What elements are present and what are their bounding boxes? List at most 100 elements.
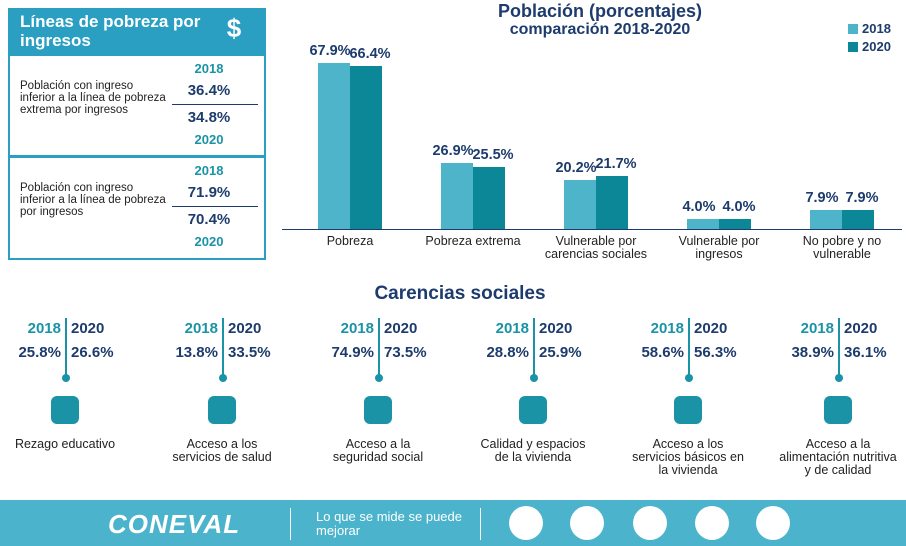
data-label: 67.9% (309, 42, 351, 59)
year: 2020 (71, 320, 105, 337)
year: 2018 (340, 320, 374, 337)
connector (65, 318, 67, 376)
connector (688, 318, 690, 376)
data-label: 21.7% (595, 155, 637, 172)
year: 2020 (194, 234, 224, 249)
bar (564, 179, 596, 229)
value: 33.5% (228, 344, 271, 361)
connector-dot (530, 374, 538, 382)
year: 2018 (184, 320, 218, 337)
slogan: Lo que se mide se puede mejorar (316, 509, 462, 538)
data-label: 4.0% (722, 199, 756, 216)
connector-dot (62, 374, 70, 382)
data-label: 20.2% (555, 159, 597, 176)
legend-swatch (848, 42, 858, 52)
year: 2020 (384, 320, 418, 337)
legend-label: 2020 (862, 39, 891, 54)
divider (172, 206, 258, 207)
social-icon[interactable] (509, 506, 543, 540)
block-label: Población con ingreso inferior a la líne… (20, 182, 166, 218)
bar (810, 209, 842, 229)
data-label: 26.9% (432, 143, 474, 160)
year: 2018 (650, 320, 684, 337)
value: 56.3% (694, 344, 737, 361)
divider (172, 104, 258, 105)
connector (222, 318, 224, 376)
bar (719, 219, 751, 229)
social-icon[interactable] (756, 506, 790, 540)
value: 28.8% (486, 344, 529, 361)
panel-header (8, 8, 266, 56)
item-label: Acceso a la seguridad social (332, 437, 424, 464)
chart-subtitle: comparación 2018-2020 (509, 21, 691, 38)
connector (378, 318, 380, 376)
value: 25.8% (18, 344, 61, 361)
panel-title: Líneas de pobreza por ingresos (20, 12, 201, 50)
item-label: Acceso a los servicios básicos en la viv… (632, 437, 744, 477)
block-label: Población con ingreso inferior a la líne… (20, 80, 166, 116)
year: 2020 (194, 132, 224, 147)
connector-dot (219, 374, 227, 382)
section-title: Carencias sociales (374, 283, 546, 304)
data-label: 25.5% (472, 146, 514, 163)
baseline (282, 229, 902, 230)
data-label: 7.9% (805, 189, 839, 206)
separator (290, 508, 291, 540)
data-label: 7.9% (845, 189, 879, 206)
year: 2018 (194, 163, 224, 178)
icon (824, 396, 852, 424)
connector-dot (685, 374, 693, 382)
item-label: Calidad y espacios de la vivienda (480, 437, 586, 464)
item-label: Acceso a la alimentación nutritiva y de … (779, 437, 897, 477)
year: 2018 (495, 320, 529, 337)
x-tick-label: Pobreza (326, 234, 374, 248)
connector (838, 318, 840, 376)
x-tick-label: No pobre y no vulnerable (802, 234, 882, 261)
bar (842, 209, 874, 229)
bar (441, 163, 473, 229)
icon (208, 396, 236, 424)
value: 38.9% (791, 344, 834, 361)
value: 58.6% (641, 344, 684, 361)
bar (473, 166, 505, 229)
value: 36.1% (844, 344, 887, 361)
value: 13.8% (175, 344, 218, 361)
icon (519, 396, 547, 424)
icon (674, 396, 702, 424)
data-label: 4.0% (682, 199, 716, 216)
footer (0, 500, 906, 546)
year: 2018 (800, 320, 834, 337)
icon (364, 396, 392, 424)
x-tick-label: Pobreza extrema (425, 234, 521, 248)
year: 2018 (194, 61, 224, 76)
connector-dot (835, 374, 843, 382)
data-label: 66.4% (349, 46, 391, 63)
separator (480, 508, 481, 540)
item-label: Acceso a los servicios de salud (172, 437, 272, 464)
x-tick-label: Vulnerable por carencias sociales (544, 234, 648, 261)
bar (318, 62, 350, 229)
panel-icon: $ (226, 13, 242, 43)
logo: CONEVAL (108, 509, 241, 539)
social-icon[interactable] (570, 506, 604, 540)
connector-dot (375, 374, 383, 382)
value: 26.6% (71, 344, 114, 361)
value: 36.4% (187, 82, 231, 99)
social-icon[interactable] (695, 506, 729, 540)
item-label: Rezago educativo (14, 437, 116, 451)
value: 74.9% (331, 344, 374, 361)
bar (596, 175, 628, 229)
social-icon[interactable] (633, 506, 667, 540)
value: 34.8% (187, 109, 231, 126)
year: 2020 (539, 320, 573, 337)
legend-swatch (848, 24, 858, 34)
year: 2018 (27, 320, 61, 337)
value: 71.9% (187, 184, 231, 201)
year: 2020 (694, 320, 728, 337)
legend-label: 2018 (862, 21, 891, 36)
chart-title: Población (porcentajes) (497, 1, 703, 21)
year: 2020 (844, 320, 878, 337)
divider (8, 155, 266, 158)
icon (51, 396, 79, 424)
